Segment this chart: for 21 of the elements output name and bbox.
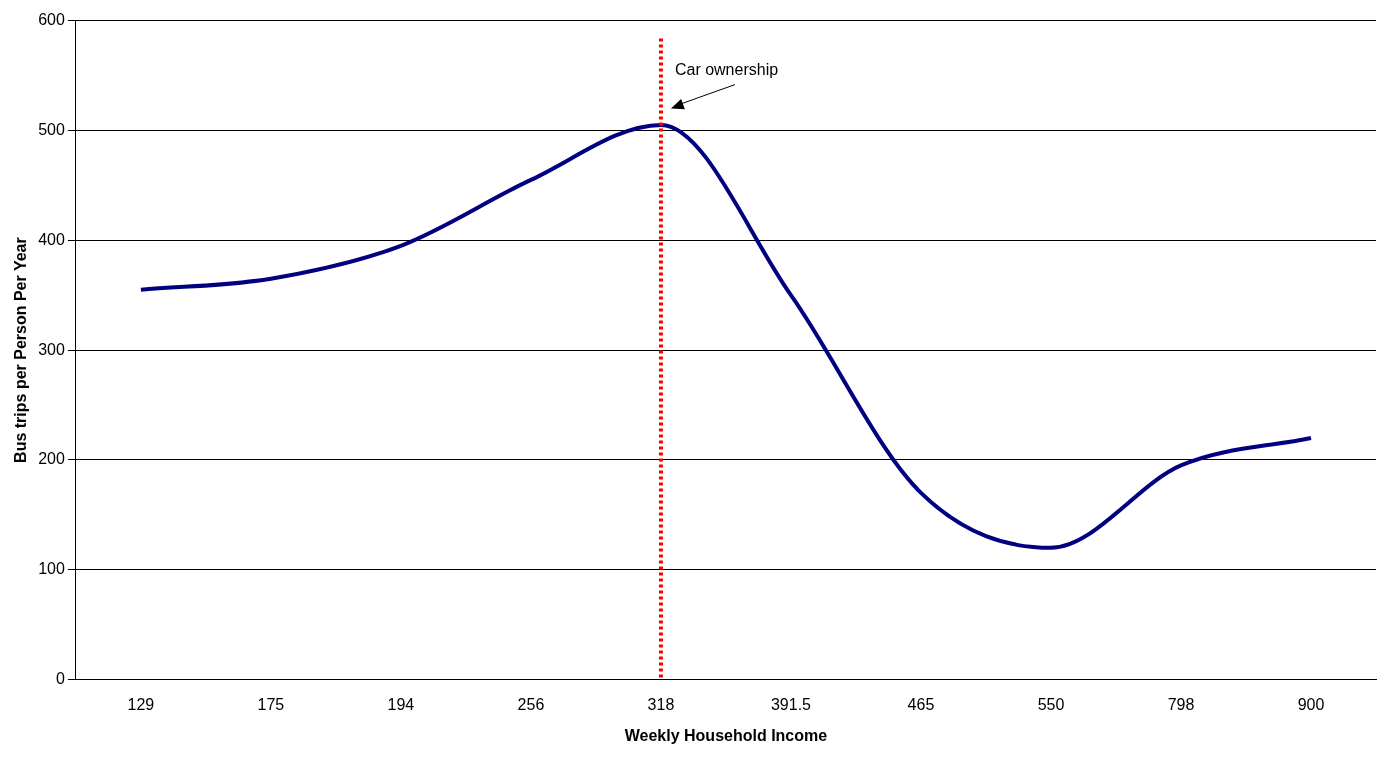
x-tick-label: 391.5 xyxy=(770,695,812,713)
x-tick-label: 798 xyxy=(1167,695,1195,713)
y-tick-label: 600 xyxy=(38,11,65,29)
x-tick-label: 175 xyxy=(257,695,285,713)
x-tick-label: 465 xyxy=(907,695,935,713)
y-tick-label: 500 xyxy=(38,120,65,138)
x-tick-label: 256 xyxy=(517,695,545,713)
x-tick-label: 129 xyxy=(127,695,155,713)
x-tick-label: 550 xyxy=(1037,695,1065,713)
y-tick-label: 400 xyxy=(38,230,65,248)
x-axis-title: Weekly Household Income xyxy=(624,726,828,744)
ref-line-label: Car ownership xyxy=(674,61,779,79)
y-tick-label: 0 xyxy=(55,670,65,688)
y-tick-label: 300 xyxy=(38,340,65,358)
y-tick-label: 200 xyxy=(38,450,65,468)
y-axis-title: Bus trips per Person Per Year xyxy=(12,237,30,463)
line-series xyxy=(138,122,1313,550)
y-tick-label: 100 xyxy=(38,560,65,578)
x-tick-label: 194 xyxy=(387,695,415,713)
x-tick-label: 318 xyxy=(647,695,675,713)
x-tick-label: 900 xyxy=(1297,695,1325,713)
